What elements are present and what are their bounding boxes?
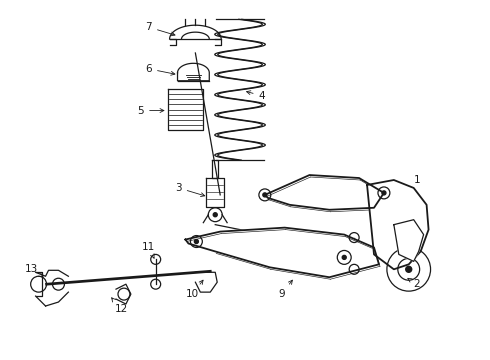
Text: 12: 12: [112, 298, 127, 314]
Text: 1: 1: [402, 175, 420, 193]
Text: 3: 3: [175, 183, 205, 197]
Circle shape: [406, 266, 412, 272]
Polygon shape: [367, 180, 429, 269]
Circle shape: [213, 213, 217, 217]
Text: 13: 13: [25, 264, 44, 277]
Text: 7: 7: [146, 22, 175, 36]
Text: 11: 11: [142, 243, 155, 258]
Polygon shape: [177, 63, 209, 81]
Text: 8: 8: [318, 242, 334, 253]
Polygon shape: [206, 177, 224, 207]
Circle shape: [342, 255, 346, 260]
Text: 10: 10: [186, 280, 203, 299]
Circle shape: [195, 239, 198, 243]
Polygon shape: [394, 220, 424, 261]
Polygon shape: [168, 89, 203, 130]
Polygon shape: [265, 175, 384, 210]
Text: 6: 6: [146, 64, 175, 75]
Text: 2: 2: [408, 278, 420, 289]
Circle shape: [382, 191, 386, 195]
Polygon shape: [212, 160, 218, 177]
Text: 5: 5: [138, 105, 164, 116]
Circle shape: [263, 193, 267, 197]
Text: 4: 4: [246, 91, 265, 101]
Polygon shape: [185, 228, 379, 277]
Text: 9: 9: [278, 280, 293, 299]
